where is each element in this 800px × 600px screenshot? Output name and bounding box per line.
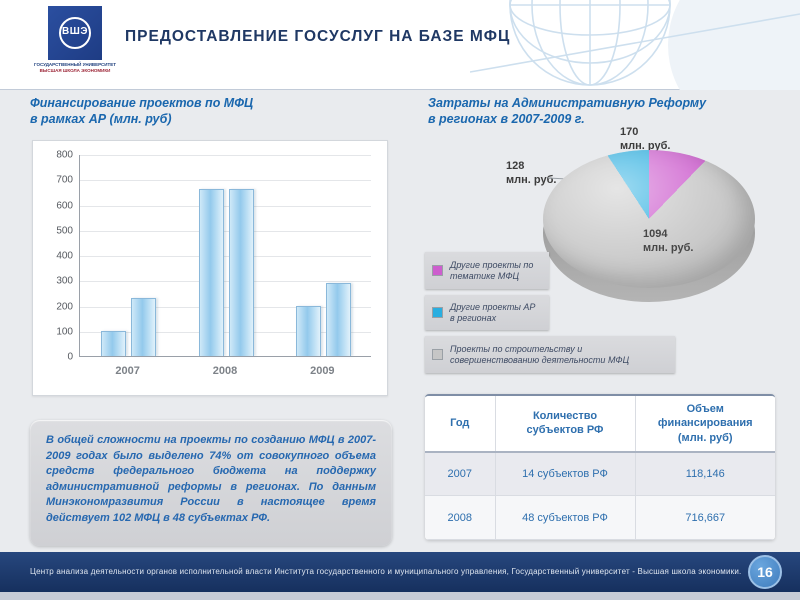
bar-chart-gridline xyxy=(80,281,371,283)
x-axis-category-label: 2009 xyxy=(310,365,335,377)
cell-year: 2008 xyxy=(425,495,495,541)
pie-callout-170-unit: млн. руб. xyxy=(620,139,671,152)
y-axis-tick-label: 100 xyxy=(56,326,73,338)
legend-item-mfc-themes: Другие проекты по тематике МФЦ xyxy=(425,252,549,289)
hse-logo: ВШЭ ГОСУДАРСТВЕННЫЙ УНИВЕРСИТЕТ ВЫСШАЯ Ш… xyxy=(33,6,117,74)
cell-financing: 716,667 xyxy=(634,495,775,541)
legend-label: Другие проекты по тематике МФЦ xyxy=(450,259,534,281)
right-chart-title-line1: Затраты на Административную Реформу xyxy=(428,96,707,110)
bar-chart-gridline xyxy=(80,230,371,232)
bar-2007-series1 xyxy=(101,330,127,356)
pie-callout-170-value: 170 xyxy=(620,126,639,138)
bar-chart-gridline xyxy=(80,306,371,308)
cell-subjects: 48 субъектов РФ xyxy=(494,495,635,541)
y-axis-tick-label: 200 xyxy=(56,301,73,312)
y-axis-tick-label: 500 xyxy=(56,225,73,237)
bar-2009-series2 xyxy=(325,282,351,356)
table-row: 2008 48 субъектов РФ 716,667 xyxy=(425,495,775,541)
pie-chart: 1094 млн. руб. xyxy=(543,150,755,302)
table-header-financing: Объем финансирования (млн. руб) xyxy=(634,396,775,453)
x-axis-category-label: 2008 xyxy=(212,365,238,377)
y-axis-tick-label: 300 xyxy=(56,275,73,287)
bar-chart-panel: 800 700 600 500 400 300 200 100 0 2007 2008 2009 xyxy=(32,140,388,396)
hse-logo-caption-line2: ВЫСШАЯ ШКОЛА ЭКОНОМИКИ xyxy=(39,68,111,74)
footer-text: Центр анализа деятельности органов испол… xyxy=(30,567,742,576)
hse-logo-ring-icon xyxy=(59,17,91,49)
header: ВШЭ ГОСУДАРСТВЕННЫЙ УНИВЕРСИТЕТ ВЫСШАЯ Ш… xyxy=(0,0,800,90)
summary-text-box: В общей сложности на проекты по созданию… xyxy=(30,420,392,546)
bar-chart-gridline xyxy=(80,180,371,182)
legend-chip-cyan-icon xyxy=(432,307,443,318)
pie-inner-label-1094-unit: млн. руб. xyxy=(643,241,694,254)
bar-2009-series1 xyxy=(295,305,321,356)
hse-logo-caption: ГОСУДАРСТВЕННЫЙ УНИВЕРСИТЕТ ВЫСШАЯ ШКОЛА… xyxy=(33,62,117,74)
legend-item-ar-regions: Другие проекты АР в регионах xyxy=(425,295,549,330)
hse-logo-emblem: ВШЭ xyxy=(48,6,102,60)
legend-label: Другие проекты АР в регионах xyxy=(450,301,536,323)
hse-logo-caption-line1: ГОСУДАРСТВЕННЫЙ УНИВЕРСИТЕТ xyxy=(33,62,117,67)
footer-bottom-strip xyxy=(0,592,800,600)
left-chart-title-line2: в рамках АР (млн. руб) xyxy=(30,112,172,127)
left-chart-title: Финансирование проектов по МФЦ в рамках … xyxy=(30,95,253,128)
right-chart-title-line2: в регионах в 2007-2009 г. xyxy=(428,112,585,127)
table-row: 2007 14 субъектов РФ 118,146 xyxy=(425,451,775,497)
y-axis-tick-label: 800 xyxy=(56,149,73,161)
y-axis-tick-label: 400 xyxy=(56,250,73,262)
pie-inner-label-1094: 1094 млн. руб. xyxy=(643,228,693,256)
pie-chart-top xyxy=(543,150,755,288)
legend-chip-magenta-icon xyxy=(432,265,443,276)
y-axis-tick-label: 600 xyxy=(56,200,73,211)
legend-item-mfc-construction: Проекты по строительству и совершенствов… xyxy=(425,336,675,373)
right-chart-title: Затраты на Административную Реформу в ре… xyxy=(428,95,706,128)
bar-chart-gridline xyxy=(80,256,371,257)
financing-table-wrap: Год Количество субъектов РФ Объем финанс… xyxy=(425,394,775,541)
y-axis-tick-label: 0 xyxy=(67,351,73,363)
left-chart-title-line1: Финансирование проектов по МФЦ xyxy=(30,96,254,110)
x-axis-category-label: 2007 xyxy=(115,365,140,377)
bar-chart-gridline xyxy=(80,331,371,333)
footer-bar: Центр анализа деятельности органов испол… xyxy=(0,552,800,592)
bar-2008-series1 xyxy=(198,189,224,356)
bar-chart-y-axis: 800 700 600 500 400 300 200 100 0 xyxy=(37,150,75,363)
hse-logo-glyph: ВШЭ xyxy=(62,26,88,37)
table-header-year: Год xyxy=(425,396,495,453)
globe-graphic xyxy=(470,0,800,90)
bar-chart-gridline xyxy=(80,155,371,156)
bar-2007-series2 xyxy=(131,297,157,356)
table-header-row: Год Количество субъектов РФ Объем финанс… xyxy=(425,396,775,453)
page-number-badge: 16 xyxy=(748,555,782,589)
legend-label: Проекты по строительству и совершенствов… xyxy=(450,343,630,365)
pie-callout-128-value: 128 xyxy=(506,160,525,172)
bar-2008-series2 xyxy=(228,189,254,356)
cell-year: 2007 xyxy=(425,451,495,497)
pie-callout-170: 170 млн. руб. xyxy=(620,126,670,154)
slide-title: ПРЕДОСТАВЛЕНИЕ ГОСУСЛУГ НА БАЗЕ МФЦ xyxy=(125,28,511,45)
y-axis-tick-label: 700 xyxy=(56,174,73,186)
pie-inner-label-1094-value: 1094 xyxy=(643,228,668,240)
bar-chart-gridline xyxy=(80,205,371,207)
bar-chart-plot-area xyxy=(79,155,371,357)
cell-subjects: 14 субъектов РФ xyxy=(494,451,635,497)
cell-financing: 118,146 xyxy=(634,451,775,497)
legend-chip-gray-icon xyxy=(432,349,443,360)
financing-table: Год Количество субъектов РФ Объем финанс… xyxy=(425,396,775,541)
table-header-subjects: Количество субъектов РФ xyxy=(494,396,635,453)
